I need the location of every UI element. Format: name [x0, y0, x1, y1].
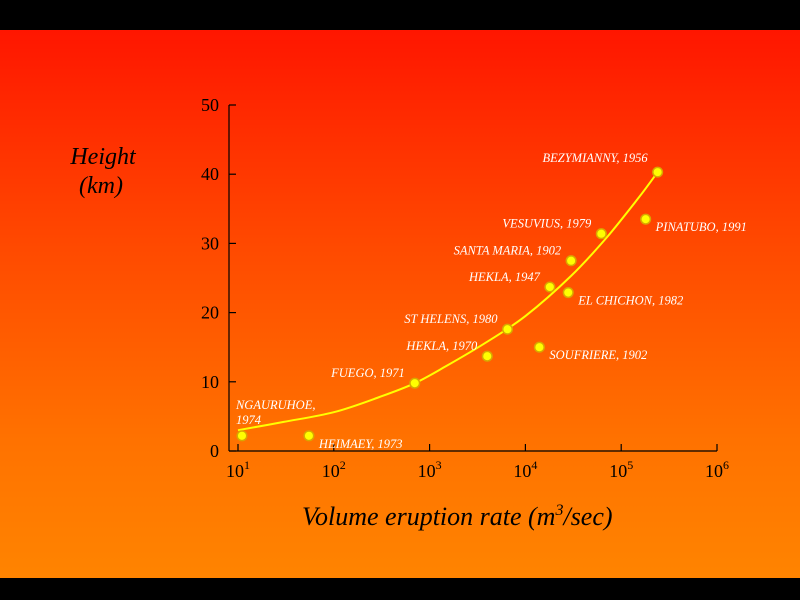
point-label: FUEGO, 1971	[330, 366, 405, 380]
point-label: BEZYMIANNY, 1956	[542, 151, 648, 165]
point-label-line: FUEGO, 1971	[330, 366, 405, 380]
point-label-line: ST HELENS, 1980	[404, 312, 498, 326]
x-tick-base: 10	[609, 461, 627, 481]
y-ticks: 0 10 20 30 40 50	[201, 95, 236, 461]
trend-line	[237, 171, 659, 432]
x-tick-exponent: 4	[531, 458, 537, 472]
x-tick-base: 10	[418, 461, 436, 481]
data-point	[533, 341, 545, 353]
x-tick-label: 105	[609, 458, 633, 481]
y-tick-label: 40	[201, 164, 219, 184]
x-tick-label: 104	[513, 458, 537, 481]
point-label: VESUVIUS, 1979	[502, 217, 592, 231]
x-ticks: 101 102 103 104 105 106	[226, 444, 729, 481]
x-tick-base: 10	[705, 461, 723, 481]
y-tick-label: 20	[201, 303, 219, 323]
point-label-line: 1974	[236, 413, 261, 427]
data-point	[303, 430, 315, 442]
point-label-line: HEIMAEY, 1973	[318, 437, 403, 451]
x-axis-label-main: Volume eruption rate (m	[302, 502, 555, 531]
point-label: HEKLA, 1970	[405, 339, 478, 353]
point-label-line: PINATUBO, 1991	[655, 220, 747, 234]
x-tick-label: 103	[418, 458, 442, 481]
point-label: EL CHICHON, 1982	[577, 294, 683, 308]
point-label: NGAURUHOE, 1974	[235, 398, 316, 427]
point-label: HEIMAEY, 1973	[318, 437, 403, 451]
point-label: SOUFRIERE, 1902	[549, 348, 647, 362]
x-tick-base: 10	[322, 461, 340, 481]
x-tick-label: 101	[226, 458, 250, 481]
data-points	[236, 166, 664, 442]
slide-background	[0, 30, 800, 578]
x-axis-label-sup: 3	[554, 502, 563, 519]
data-point	[565, 255, 577, 267]
x-tick-base: 10	[226, 461, 244, 481]
y-axis-label-line2: (km)	[79, 173, 123, 199]
data-point	[640, 213, 652, 225]
point-label-line: VESUVIUS, 1979	[502, 217, 592, 231]
x-tick-base: 10	[513, 461, 531, 481]
y-tick-label: 30	[201, 233, 219, 253]
data-point	[544, 281, 556, 293]
x-tick-exponent: 3	[436, 458, 442, 472]
y-tick-label: 50	[201, 95, 219, 115]
point-label-line: HEKLA, 1947	[468, 270, 541, 284]
point-label: SANTA MARIA, 1902	[454, 244, 562, 258]
point-label-line: NGAURUHOE,	[235, 398, 316, 412]
x-axis-label-tail: /sec)	[561, 502, 612, 531]
point-label-line: HEKLA, 1970	[405, 339, 478, 353]
point-label-line: BEZYMIANNY, 1956	[542, 151, 648, 165]
data-point	[481, 350, 493, 362]
data-point	[562, 286, 574, 299]
data-point	[652, 166, 664, 178]
axes	[228, 105, 717, 452]
x-axis-label: Volume eruption rate (m3/sec)	[302, 502, 613, 531]
x-tick-exponent: 5	[627, 458, 633, 472]
point-label: HEKLA, 1947	[468, 270, 541, 284]
x-tick-exponent: 2	[340, 458, 346, 472]
x-tick-exponent: 6	[723, 458, 729, 472]
x-tick-exponent: 1	[244, 458, 250, 472]
point-label: ST HELENS, 1980	[404, 312, 498, 326]
point-label-line: SANTA MARIA, 1902	[454, 244, 562, 258]
point-label-line: SOUFRIERE, 1902	[549, 348, 647, 362]
y-tick-label: 10	[201, 372, 219, 392]
y-axis-label-line1: Height	[69, 144, 137, 170]
point-label-line: EL CHICHON, 1982	[577, 294, 683, 308]
data-point	[595, 228, 607, 240]
data-point	[236, 430, 248, 442]
data-point	[409, 377, 421, 389]
x-tick-label: 102	[322, 458, 346, 481]
x-tick-label: 106	[705, 458, 729, 481]
y-tick-label: 0	[210, 441, 219, 461]
data-point	[501, 323, 514, 335]
point-label: PINATUBO, 1991	[655, 220, 747, 234]
